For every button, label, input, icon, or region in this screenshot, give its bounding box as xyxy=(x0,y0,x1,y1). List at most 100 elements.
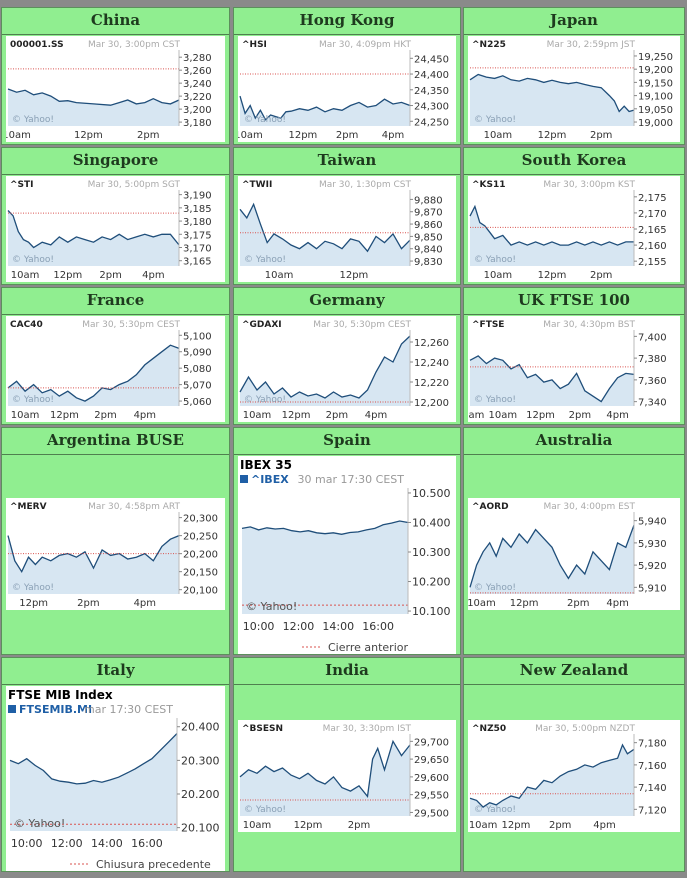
market-cell: UK FTSE 100 ^FTSE Mar 30, 4:30pm BST 7,400 7… xyxy=(463,287,685,425)
price-line xyxy=(469,743,635,808)
market-title: China xyxy=(2,8,229,35)
x-tick-label: 12pm xyxy=(50,410,79,421)
x-tick-label: 10am xyxy=(484,270,513,281)
market-cell: Taiwan ^TWII Mar 30, 1:30pm CST 9,880 9,870 9… xyxy=(233,147,461,285)
market-cell: Singapore ^STI Mar 30, 5:00pm SGT 3,190 3,18… xyxy=(1,147,230,285)
x-tick-label: 12pm xyxy=(294,820,323,831)
y-tick-label: 5,080 xyxy=(183,364,212,375)
y-tick-label: 24,450 xyxy=(414,54,449,65)
y-tick-label: 3,200 xyxy=(183,105,212,116)
y-tick-label: 2,165 xyxy=(638,225,667,236)
y-tick-label: 9,880 xyxy=(414,195,443,206)
x-tick-label: 2pm xyxy=(549,820,571,831)
price-area xyxy=(470,525,634,594)
y-tick-label: 29,650 xyxy=(414,755,449,766)
x-tick-label: 12pm xyxy=(288,130,317,141)
index-title: IBEX 35 xyxy=(240,458,292,472)
price-area xyxy=(470,355,634,406)
symbol-label: ^FTSE xyxy=(472,320,504,330)
x-tick-label: 10am xyxy=(238,130,263,141)
y-tick-label: 5,090 xyxy=(183,348,212,359)
watermark-label: © Yahoo! xyxy=(246,600,297,613)
timestamp-label: Mar 30, 3:00pm CST xyxy=(88,40,181,50)
watermark-label: © Yahoo! xyxy=(474,805,516,815)
index-title: FTSE MIB Index xyxy=(8,688,113,702)
y-tick-label: 20.300 xyxy=(181,754,220,767)
x-tick-label: 16:00 xyxy=(362,620,394,633)
market-cell: India ^BSESN Mar 30, 3:30pm IST 29,700 29,65… xyxy=(233,657,461,872)
price-line xyxy=(7,344,180,402)
market-title: Japan xyxy=(464,8,684,35)
x-tick-label: 12pm xyxy=(502,820,531,831)
price-area xyxy=(240,204,410,266)
market-title: Italy xyxy=(2,658,229,685)
x-tick-label: 10am xyxy=(6,130,31,141)
y-tick-label: 2,175 xyxy=(638,193,667,204)
symbol-label: ^BSESN xyxy=(242,724,283,734)
market-cell: South Korea ^KS11 Mar 30, 3:00pm KST 2,175 2… xyxy=(463,147,685,285)
symbol-label: ^IBEX xyxy=(251,473,289,486)
y-tick-label: 10.500 xyxy=(412,487,451,500)
x-tick-label: 2pm xyxy=(326,410,348,421)
symbol-label: 000001.SS xyxy=(10,40,64,50)
timestamp-label: Mar 30, 5:30pm CEST xyxy=(82,320,180,330)
y-tick-label: 3,165 xyxy=(183,257,212,268)
timestamp-label: Mar 30, 4:00pm EST xyxy=(544,502,636,512)
y-tick-label: 10.400 xyxy=(412,516,451,529)
symbol-label: ^STI xyxy=(10,180,34,190)
y-tick-label: 19,000 xyxy=(638,118,673,129)
market-title: Taiwan xyxy=(234,148,460,175)
y-tick-label: 24,350 xyxy=(414,86,449,97)
market-title: India xyxy=(234,658,460,685)
x-tick-label: 10am xyxy=(11,410,40,421)
watermark-label: © Yahoo! xyxy=(12,583,54,593)
y-tick-label: 3,175 xyxy=(183,230,212,241)
price-line xyxy=(239,202,411,253)
x-tick-label: 2pm xyxy=(94,410,116,421)
price-area xyxy=(8,89,179,126)
market-cell: Italy FTSE MIB Index FTSEMIB.MI mar 17:30 C… xyxy=(1,657,230,872)
y-tick-label: 5,920 xyxy=(638,561,667,572)
market-cell: New Zealand ^NZ50 Mar 30, 5:00pm NZDT 7,180… xyxy=(463,657,685,872)
symbol-label: ^TWII xyxy=(242,180,272,190)
symbol-label: FTSEMIB.MI xyxy=(19,703,92,716)
market-title: Australia xyxy=(464,428,684,455)
y-tick-label: 7,400 xyxy=(638,332,667,343)
price-area xyxy=(242,521,408,614)
market-title: South Korea xyxy=(464,148,684,175)
y-tick-label: 5,940 xyxy=(638,517,667,528)
watermark-label: © Yahoo! xyxy=(474,115,516,125)
price-line xyxy=(239,739,411,798)
x-tick-label: 2pm xyxy=(348,820,370,831)
symbol-label: ^MERV xyxy=(10,502,47,512)
x-tick-label: 12pm xyxy=(339,270,368,281)
x-tick-label: 4pm xyxy=(134,410,156,421)
timestamp-label: Mar 30, 5:00pm SGT xyxy=(88,180,181,190)
y-tick-label: 3,180 xyxy=(183,217,212,228)
symbol-label: ^NZ50 xyxy=(472,724,506,734)
y-tick-label: 29,500 xyxy=(414,808,449,819)
timestamp-label: Mar 30, 4:30pm BST xyxy=(543,320,635,330)
y-tick-label: 9,870 xyxy=(414,208,443,219)
y-tick-label: 12,220 xyxy=(414,378,449,389)
watermark-label: © Yahoo! xyxy=(14,817,65,830)
x-tick-label: 10:00 xyxy=(11,837,43,850)
price-line xyxy=(469,355,635,403)
y-tick-label: 24,400 xyxy=(414,70,449,81)
price-area xyxy=(470,744,634,816)
x-tick-label: 12pm xyxy=(53,270,82,281)
watermark-label: © Yahoo! xyxy=(244,255,286,265)
series-swatch xyxy=(8,705,16,713)
y-tick-label: 20,100 xyxy=(183,586,218,597)
y-tick-label: 20.100 xyxy=(181,822,220,835)
index-chart: IBEX 35^IBEX 30 mar 17:30 CEST 10.500 10.40… xyxy=(238,456,456,654)
y-tick-label: 20,250 xyxy=(183,532,218,543)
market-title: Spain xyxy=(234,428,460,455)
x-tick-label: 4pm xyxy=(142,270,164,281)
watermark-label: © Yahoo! xyxy=(12,115,54,125)
market-cell: Hong Kong ^HSI Mar 30, 4:09pm HKT 24,450 24,… xyxy=(233,7,461,145)
series-swatch xyxy=(240,475,248,483)
